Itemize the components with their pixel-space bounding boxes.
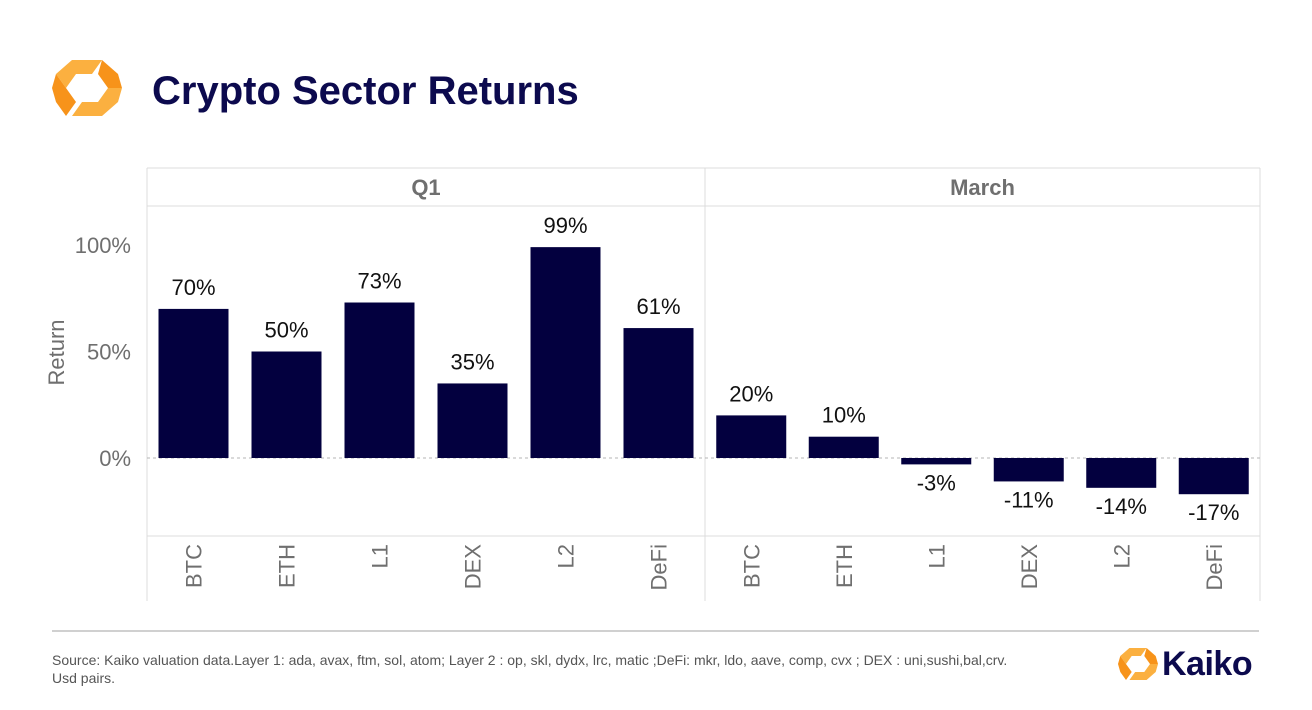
footer-divider: [52, 630, 1259, 632]
data-label: -3%: [917, 470, 956, 495]
data-label: 20%: [729, 381, 773, 406]
x-tick-label: DEX: [461, 544, 486, 590]
x-tick-label: BTC: [182, 544, 207, 588]
kaiko-brand-icon: [1118, 648, 1158, 680]
data-label: -11%: [1004, 487, 1054, 512]
x-tick-label: L2: [554, 544, 579, 568]
panel-header: March: [950, 175, 1015, 200]
bar: [1086, 458, 1157, 488]
bar: [808, 436, 879, 458]
bar: [344, 302, 415, 458]
bar: [716, 415, 787, 458]
y-tick-label: 100%: [75, 233, 131, 258]
data-label: -17%: [1188, 500, 1239, 525]
data-label: 35%: [450, 349, 494, 374]
data-label: 50%: [264, 318, 308, 343]
x-tick-label: L1: [924, 544, 949, 568]
data-label: 73%: [357, 269, 401, 294]
data-label: -14%: [1096, 494, 1147, 519]
bar: [993, 458, 1064, 482]
bar-chart: 0% 50% 100% Return Q1 70% BTC 50% ETH 73% L1 35% DEX…: [44, 167, 1261, 601]
x-tick-label: L2: [1109, 544, 1134, 568]
y-axis-label: Return: [44, 319, 69, 385]
brand-name: Kaiko: [1162, 644, 1253, 683]
data-label: 10%: [822, 403, 866, 428]
y-tick-label: 50%: [87, 340, 131, 365]
x-tick-label: ETH: [832, 544, 857, 588]
panel-header: Q1: [411, 175, 440, 200]
data-label: 70%: [171, 275, 215, 300]
bar: [901, 458, 972, 465]
source-note: Source: Kaiko valuation data.Layer 1: ad…: [52, 652, 1008, 686]
x-tick-label: DEX: [1017, 544, 1042, 590]
brand-logo: Kaiko: [1118, 644, 1253, 684]
bar: [623, 328, 694, 458]
x-tick-label: DeFi: [1202, 544, 1227, 590]
x-tick-label: ETH: [275, 544, 300, 588]
x-tick-label: L1: [368, 544, 393, 568]
bar: [437, 383, 508, 458]
bar: [1178, 458, 1249, 495]
x-tick-label: BTC: [739, 544, 764, 588]
data-label: 99%: [543, 213, 587, 238]
data-label: 61%: [636, 294, 680, 319]
x-tick-label: DeFi: [647, 544, 672, 590]
chart-title: Crypto Sector Returns: [152, 69, 579, 113]
kaiko-logo-icon: [52, 60, 122, 116]
y-tick-label: 0%: [99, 446, 131, 471]
bar: [251, 351, 322, 458]
bar: [530, 247, 601, 458]
bar: [158, 308, 229, 458]
